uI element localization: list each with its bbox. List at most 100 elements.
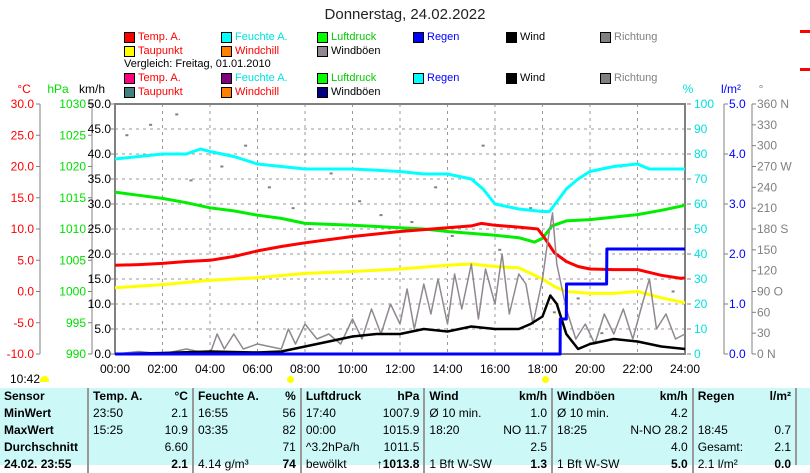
legend-swatch	[124, 86, 135, 98]
cell-detail	[191, 439, 273, 456]
legend-item: Feuchte A.	[221, 31, 288, 43]
legend-label: Windböen	[331, 86, 381, 98]
table-scroll-edge[interactable]	[795, 388, 810, 465]
legend-item: Taupunkt	[124, 45, 183, 57]
x-tick-label: 22:00	[622, 362, 652, 376]
axis-tick-label-pressure: 1020	[59, 160, 86, 174]
axis-tick-label-direction: 60	[757, 305, 771, 319]
direction-point	[291, 207, 295, 210]
legend-label: Taupunkt	[138, 45, 183, 57]
x-tick-label: 24:00	[670, 362, 700, 376]
legend-swatch	[413, 72, 424, 84]
cell-value	[755, 405, 795, 422]
axis-unit-pressure: hPa	[47, 82, 69, 96]
direction-point	[529, 207, 533, 210]
axis-unit-direction: °	[759, 82, 764, 96]
cell-value: 4.2	[671, 406, 688, 420]
axis-unit-humidity: %	[683, 82, 694, 96]
axis-tick-label-pressure: 995	[66, 316, 86, 330]
direction-point	[379, 214, 383, 217]
cell-value: N-NO 28.2	[630, 423, 688, 437]
axis-tick-label-rain: 2.0	[729, 247, 746, 261]
cell-detail	[86, 439, 159, 456]
cell-detail: 23:50	[86, 405, 159, 422]
legend-label: Temp. A.	[138, 31, 181, 43]
axis-tick-label-humidity: 80	[694, 147, 708, 161]
legend-swatch	[221, 72, 232, 84]
axis-unit-rain: l/m²	[721, 82, 741, 96]
legend-item: Wind	[506, 72, 545, 84]
axis-tick-label-rain: 5.0	[729, 97, 746, 111]
axis-tick-label-humidity: 70	[694, 172, 708, 186]
x-tick-label: 12:00	[385, 362, 415, 376]
legend-item: Luftdruck	[317, 31, 376, 43]
axis-tick-label-temp: 25.0	[11, 128, 35, 142]
legend-swatch	[124, 72, 135, 84]
axis-tick-label-humidity: 100	[694, 97, 714, 111]
series-line-temp-a-	[114, 221, 686, 280]
legend-item: Temp. A.	[124, 72, 181, 84]
legend-label: Windböen	[331, 45, 381, 57]
axis-tick-label-wind: 15.0	[88, 272, 112, 286]
legend-item: Luftdruck	[317, 72, 376, 84]
axis-tick-label-pressure: 1030	[59, 97, 86, 111]
axis-tick-label-pressure: 990	[66, 347, 86, 361]
direction-point	[576, 297, 580, 300]
direction-point	[149, 123, 153, 126]
series-line-luftdruck	[114, 190, 686, 244]
axis-tick-label-humidity: 60	[694, 197, 708, 211]
legend-label: Regen	[427, 31, 460, 43]
direction-point	[552, 311, 556, 314]
cell-detail: 03:35	[191, 422, 273, 439]
legend-label: Regen	[427, 72, 460, 84]
cell-value: 1.0	[530, 406, 548, 420]
direction-point	[308, 228, 312, 230]
axis-tick-label-humidity: 0	[694, 347, 701, 361]
axis-tick-label-wind: 30.0	[88, 197, 112, 211]
legend-label: Luftdruck	[331, 72, 377, 84]
header-unit: km/h	[659, 389, 688, 403]
direction-point	[358, 200, 362, 203]
legend-item: Regen	[413, 31, 459, 43]
cell-detail: Ø 10 min.	[551, 405, 627, 422]
header-label: Regen	[691, 388, 755, 405]
axis-tick-label-pressure: 1005	[59, 253, 86, 267]
x-tick-label: 10:00	[337, 362, 367, 376]
sun-time: 10:42	[10, 372, 41, 386]
axis-tick-label-direction: 330	[757, 118, 777, 132]
sunrise-icon	[287, 376, 294, 383]
cell-value: 0.7	[774, 423, 791, 437]
axis-tick-label-direction: 180 S	[757, 222, 788, 236]
direction-point	[671, 290, 675, 293]
axis-tick-label-direction: 0 N	[757, 347, 776, 361]
legend-label: Windchill	[235, 45, 280, 57]
legend-item: Regen	[413, 72, 459, 84]
direction-point	[244, 144, 248, 147]
axis-tick-label-humidity: 10	[694, 322, 708, 336]
legend-label: Taupunkt	[138, 86, 183, 98]
cell-value: 2.1	[171, 406, 188, 420]
header-unit: km/h	[519, 389, 548, 403]
cell-value: 10.9	[164, 423, 188, 437]
axis-tick-label-wind: 0.0	[94, 347, 111, 361]
direction-point	[434, 186, 438, 189]
x-tick-label: 06:00	[242, 362, 272, 376]
axis-tick-label-temp: -5.0	[13, 316, 34, 330]
axis-tick-label-humidity: 50	[694, 222, 708, 236]
sun-icon	[40, 376, 49, 382]
axis-tick-label-wind: 25.0	[88, 222, 112, 236]
legend-swatch	[600, 72, 611, 84]
table-row: MaxWert 15:25 10.9 03:35 82 00:00 1015.9 18:20 N…	[0, 422, 795, 439]
table-header-row: Sensor Temp. A. °C Feuchte A.% Luftdruck hPa W…	[0, 388, 795, 405]
legend-item: Richtung	[600, 31, 657, 43]
axis-tick-label-temp: 0.0	[17, 285, 34, 299]
compare-label: Vergleich: Freitag, 01.01.2010	[124, 58, 271, 70]
legend-swatch	[221, 31, 232, 43]
series-line-regen	[115, 247, 685, 356]
series-line-windböen	[114, 212, 686, 355]
legend-swatch	[600, 31, 611, 43]
legend-label: Temp. A.	[138, 72, 181, 84]
cell-detail: 18:20	[423, 422, 499, 439]
axis-tick-label-direction: 270 W	[757, 160, 792, 174]
series-line-taupunkt	[114, 262, 686, 305]
